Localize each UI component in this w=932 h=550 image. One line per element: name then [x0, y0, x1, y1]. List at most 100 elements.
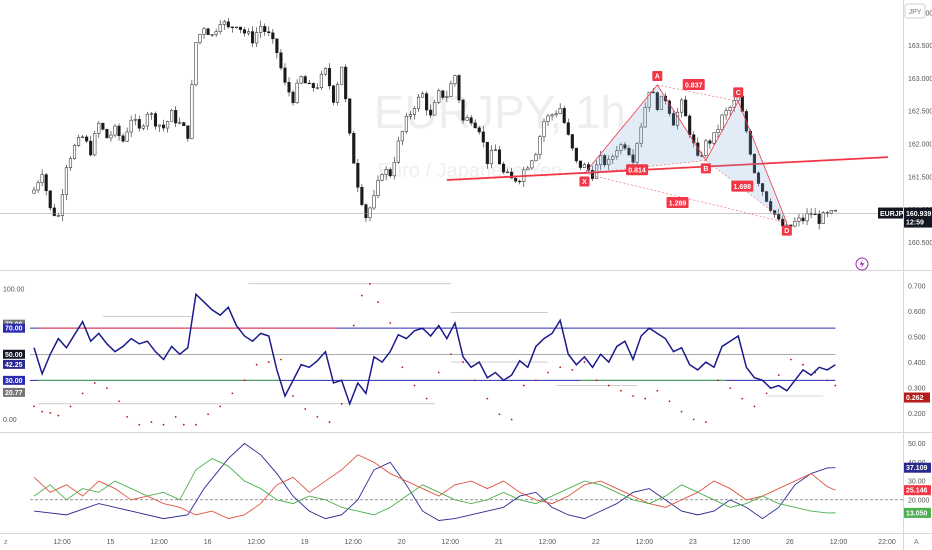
candle-body	[469, 117, 473, 124]
candle-body	[206, 28, 210, 35]
directional-tick: 30.00	[908, 479, 926, 486]
oscillator-dot	[692, 418, 695, 421]
symbol-tag	[878, 207, 903, 219]
candle-body	[501, 163, 506, 173]
candle-body	[671, 113, 676, 126]
candle-body	[174, 110, 178, 124]
oscillator-dot	[360, 294, 363, 297]
oscillator-pane: 100.0070.0050.0030.000.0073.0670.0050.00…	[3, 282, 930, 426]
oscillator-dot	[195, 423, 197, 426]
candle-body	[461, 99, 465, 121]
pattern-ratio-line	[657, 84, 739, 102]
candle-body	[89, 140, 93, 156]
oscillator-right-tick: 0.600	[908, 309, 926, 316]
oscillator-dot	[547, 371, 549, 374]
candle-body	[510, 171, 514, 179]
pattern-point-badge	[700, 163, 711, 174]
candle-body	[493, 149, 497, 151]
candle-body	[716, 129, 720, 133]
candle-body	[331, 85, 336, 103]
candle-body	[599, 155, 603, 166]
oscillator-dot	[425, 397, 428, 400]
candle-body	[246, 31, 251, 34]
oscillator-dot	[717, 379, 719, 382]
candle-body	[68, 158, 73, 168]
time-tick-label: 12:00	[441, 539, 459, 546]
candle-body	[408, 114, 412, 117]
candle-body	[291, 91, 295, 104]
candle-body	[226, 21, 230, 28]
oscillator-left-tag	[3, 359, 25, 369]
oscillator-dot	[834, 384, 837, 387]
oscillator-dot	[789, 358, 792, 361]
candle-body	[635, 143, 639, 163]
candle-body	[817, 213, 821, 224]
oscillator-dot	[255, 363, 258, 366]
candle-body	[542, 121, 546, 137]
oscillator-dot	[704, 421, 707, 423]
pattern-point-badge	[733, 87, 744, 98]
candle-body	[271, 32, 275, 40]
pattern-fill-bcd	[705, 101, 787, 223]
candle-body	[162, 124, 166, 129]
oscillator-dot	[777, 374, 780, 377]
candle-body	[732, 100, 736, 108]
currency-box[interactable]: JPY	[904, 3, 926, 19]
candle-body	[287, 82, 291, 93]
candle-body	[829, 210, 833, 214]
candle-body	[562, 108, 566, 123]
pattern-ratio-label: 0.814	[628, 168, 646, 175]
directional-tag	[904, 507, 931, 518]
candle-body	[222, 21, 226, 25]
oscillator-dot	[243, 379, 246, 382]
oscillator-dot	[595, 379, 598, 382]
candle-body	[667, 100, 672, 114]
candle-body	[518, 180, 522, 183]
candle-body	[647, 91, 651, 108]
candle-body	[85, 136, 89, 142]
pattern-ratio-label: 1.698	[734, 184, 752, 191]
oscillator-dot	[437, 371, 440, 374]
oscillator-dot	[619, 389, 622, 392]
candle-body	[295, 82, 299, 104]
candle-body	[643, 107, 647, 128]
oscillator-dot	[753, 405, 756, 408]
oscillator-line	[33, 292, 836, 407]
time-tick-label: 12:00	[247, 539, 265, 546]
oscillator-dot	[304, 408, 307, 410]
oscillator-dot	[150, 421, 153, 423]
candle-body	[421, 93, 425, 98]
watermark-ticker: EURJPY, 1h	[374, 86, 626, 138]
price-tick-label: 162.500	[908, 109, 932, 116]
candle-body	[704, 140, 708, 156]
candle-body	[457, 75, 461, 101]
timezone-icon[interactable]: z	[4, 539, 8, 546]
candle-body	[93, 133, 97, 156]
candle-body	[113, 125, 117, 136]
autoscale-icon[interactable]: A	[914, 539, 919, 546]
oscillator-dot	[81, 392, 84, 395]
candle-body	[684, 99, 688, 117]
candle-body	[578, 160, 582, 168]
pattern-point-badge	[652, 70, 663, 81]
candle-body	[724, 110, 728, 116]
candle-body	[416, 96, 421, 109]
candle-body	[178, 122, 182, 124]
candle-body	[465, 117, 469, 121]
candle-body	[340, 66, 344, 85]
candle-body	[760, 183, 765, 192]
oscillator-dot	[632, 395, 634, 397]
candle-body	[566, 122, 570, 135]
candle-body	[44, 174, 48, 192]
candle-body	[453, 75, 457, 85]
oscillator-dot	[583, 361, 586, 363]
oscillator-dot	[413, 384, 416, 387]
oscillator-dot	[105, 387, 108, 390]
candle-body	[157, 124, 162, 127]
replay-icon[interactable]	[855, 257, 869, 271]
candle-body	[712, 132, 716, 144]
oscillator-dot	[369, 282, 371, 285]
pattern-ratio-badge	[682, 78, 705, 90]
candle-body	[506, 171, 510, 174]
